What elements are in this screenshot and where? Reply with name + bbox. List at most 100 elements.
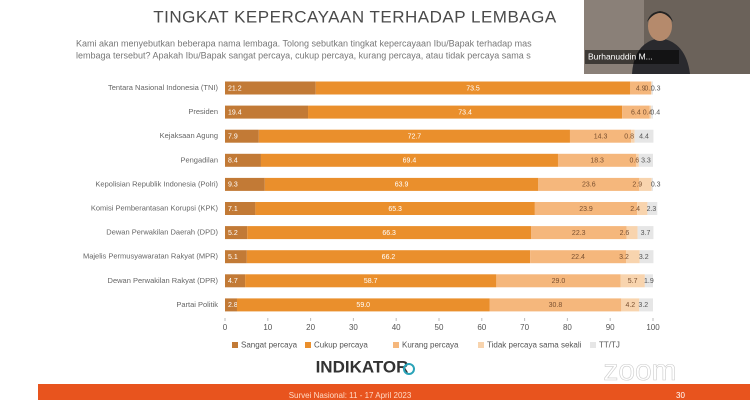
x-tick-label: 20 [306,323,315,332]
x-tick-label: 90 [606,323,615,332]
bar-segment [639,177,652,191]
value-label: 7.1 [228,206,238,213]
person-hair [647,11,673,22]
bar-segment [534,202,638,215]
value-label: 5.2 [228,230,238,237]
bar-segment [639,298,653,312]
value-label: 66.2 [382,254,396,261]
participant-name: Burhanuddin M... [588,51,653,61]
category-label: Pengadilan [180,155,218,164]
value-label: 65.3 [388,206,402,213]
bar-segment [225,129,259,143]
bar-segment [225,202,256,215]
value-label: 30.8 [549,302,563,309]
bar-segment [258,129,570,143]
bar-segment [308,105,623,119]
value-label: 21.2 [228,85,242,92]
question-line: Kami akan menyebutkan beberapa nama lemb… [76,38,532,48]
legend-swatch [478,342,484,348]
legend-label: Cukup percaya [314,341,368,350]
logo-mark [403,363,415,375]
value-label: 23.9 [579,206,593,213]
bar-segment [225,177,265,191]
legend-label: TT/TJ [599,341,620,350]
bar-segment [620,274,645,288]
value-label: 3.7 [641,230,651,237]
value-label: 0.8 [624,134,634,141]
value-label: 4.9 [636,85,646,92]
bar-segment [638,153,653,167]
value-label: 4.4 [639,134,649,141]
bar-segment [225,250,247,264]
bar-segment [260,153,558,167]
value-label: 23.6 [582,182,596,189]
bar-segment [247,226,532,240]
bar-segment [631,129,635,143]
value-label: 2.3 [647,206,657,213]
legend-swatch [232,342,238,348]
value-label: 0.6 [629,158,639,165]
bar-segment [225,153,261,167]
value-label: 8.4 [228,158,238,165]
legend-label: Sangat percaya [241,341,298,350]
bar-segment [626,226,638,240]
value-label: 14.3 [594,134,608,141]
bar-segment [225,105,309,119]
value-label: 63.9 [395,182,409,189]
footer-text: Survei Nasional: 11 - 17 April 2023 [289,391,412,400]
name-tag [585,50,679,64]
value-label: 73.5 [466,85,480,92]
bar-segment [634,129,654,143]
value-label: 72.7 [408,134,422,141]
x-tick-label: 30 [349,323,358,332]
zoom-watermark: zoom [603,354,676,387]
bar-segment [236,298,490,312]
video-tile: Burhanuddin M... [584,0,750,74]
value-label: 0.4 [643,109,653,116]
x-tick-label: 0 [223,323,228,332]
bar-segment [647,202,658,215]
bar-segment [649,105,652,119]
value-label: 3.3 [641,158,651,165]
value-label: 29.0 [552,278,566,285]
value-label: 69.4 [403,158,417,165]
legend-label: Tidak percaya sama sekali [487,341,582,350]
x-tick-label: 70 [520,323,529,332]
bar-segment [626,250,640,264]
chart: 0 10 20 30 40 50 60 70 80 90 100 Tentara Nasional I… [83,81,661,350]
bar-segment [245,274,497,288]
bar-segment [530,250,627,264]
category-label: Dewan Perwakilan Daerah (DPD) [106,228,218,237]
bar-segment [255,202,535,215]
bar-segment [622,105,650,119]
value-label: 58.7 [364,278,378,285]
footer-bar [38,384,750,400]
value-label: 0.4 [650,109,660,116]
value-label: 4.7 [228,278,238,285]
value-label: 6.4 [631,109,641,116]
legend-swatch [305,342,311,348]
bar-segment [636,153,639,167]
value-label: 5.7 [628,278,638,285]
legend-swatch [393,342,399,348]
category-label: Kepolisian Republik Indonesia (Polri) [95,179,218,188]
value-label: 7.9 [228,134,238,141]
bar-segment [315,81,631,95]
category-label: Komisi Pemberantasan Korupsi (KPK) [91,203,219,212]
bar-segment [496,274,621,288]
bar-segment [538,177,640,191]
bar-segment [569,129,632,143]
value-label: 73.4 [458,109,472,116]
x-tick-label: 10 [263,323,272,332]
value-label: 66.3 [382,230,396,237]
bar-segment [264,177,539,191]
value-label: 18.3 [590,158,604,165]
value-label: 2.4 [630,206,640,213]
value-label: 19.4 [228,109,242,116]
bar-segment [621,298,640,312]
value-label: 0.3 [651,182,661,189]
value-label: 1.9 [644,278,654,285]
x-tick-label: 100 [646,323,660,332]
value-label: 2.8 [228,302,238,309]
bar-segment [637,226,654,240]
